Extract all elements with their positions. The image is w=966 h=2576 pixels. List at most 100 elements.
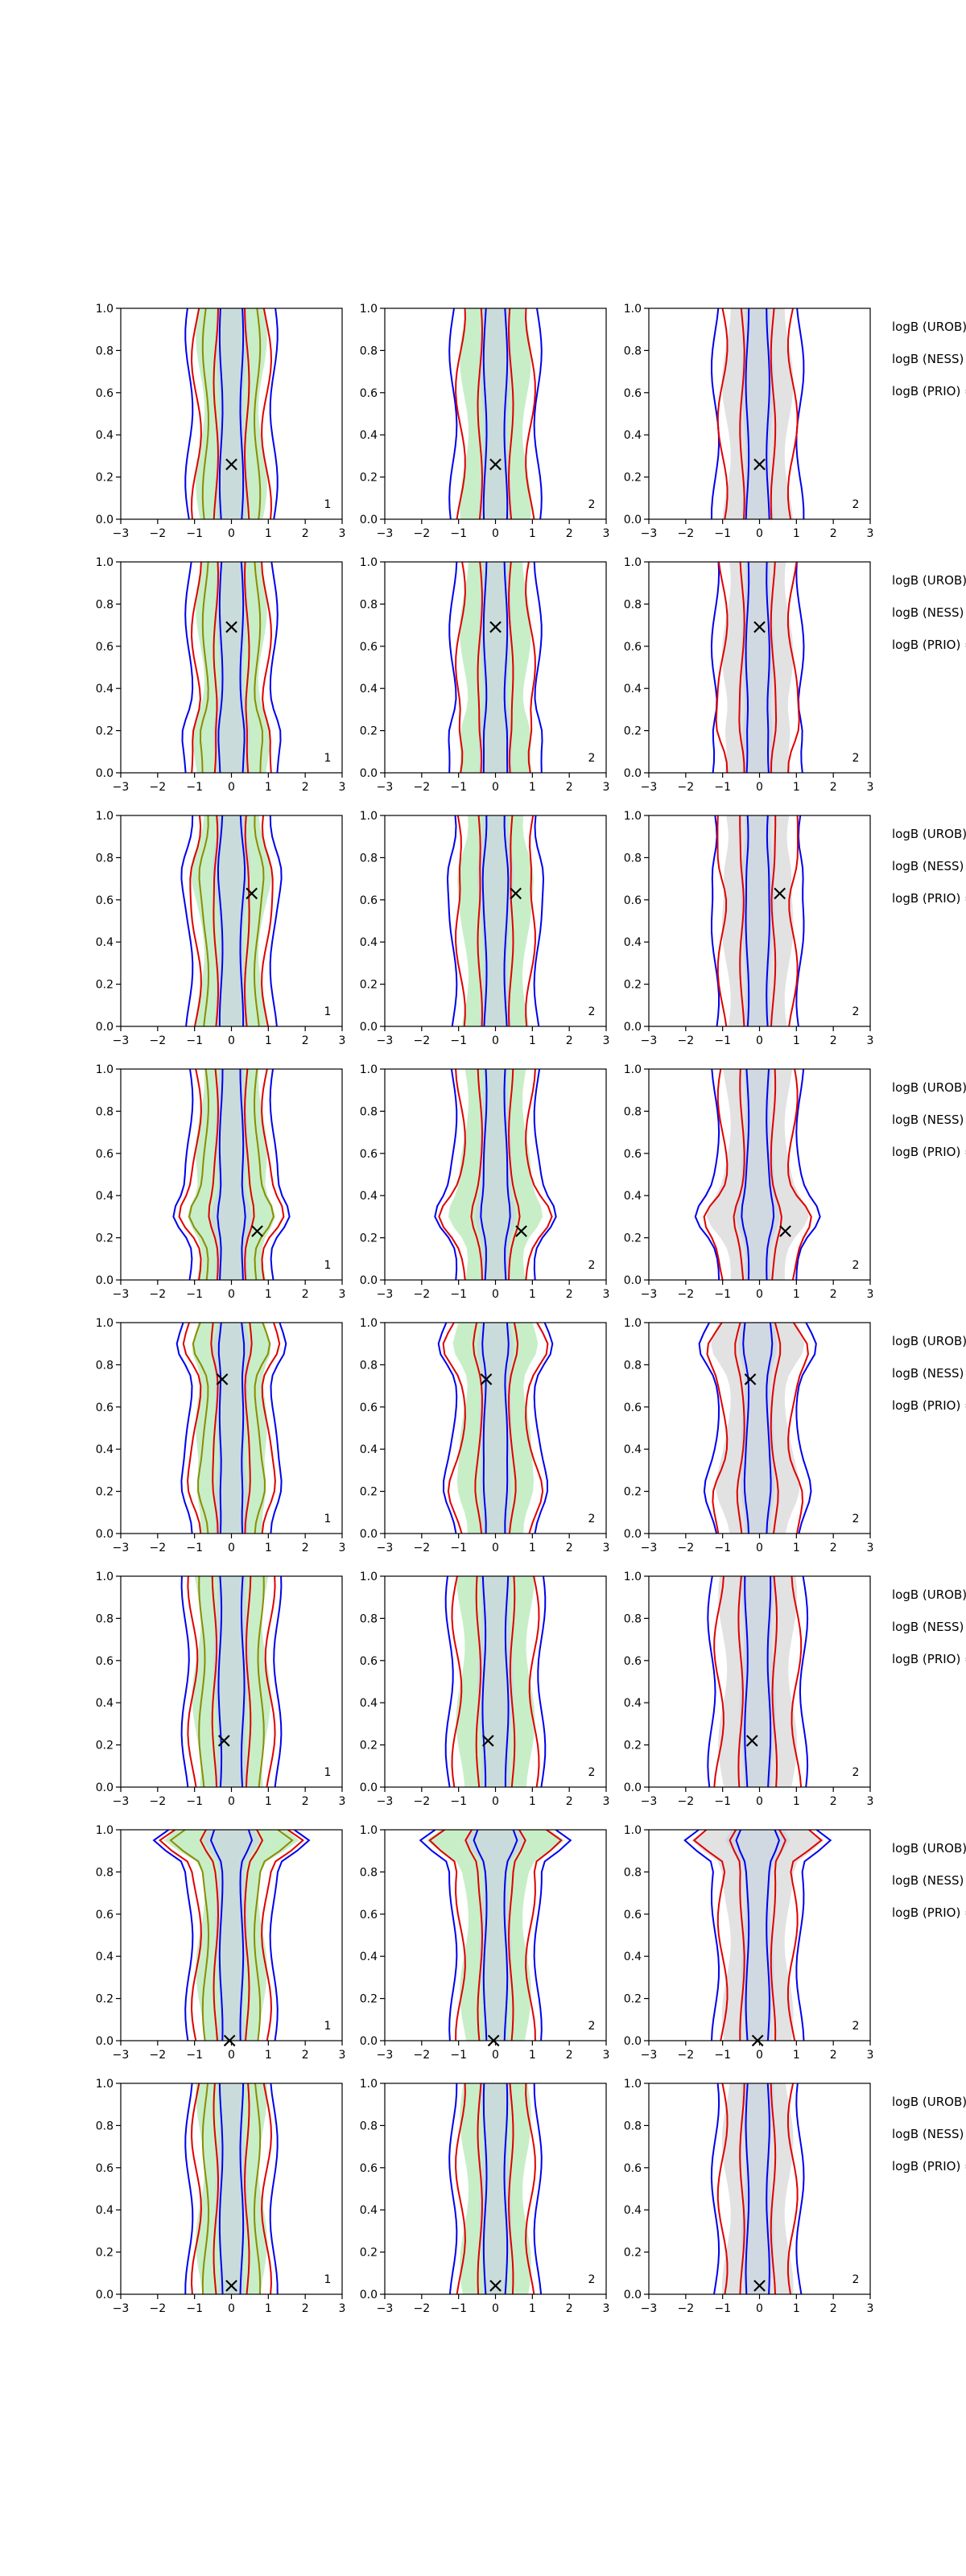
- x-tick-label: 3: [339, 527, 346, 540]
- x-tick-label: −1: [450, 2049, 467, 2062]
- y-tick-label: 0.2: [624, 979, 642, 992]
- density-core: [477, 1576, 514, 1787]
- x-tick-label: 3: [339, 1288, 346, 1301]
- y-tick-label: 0.0: [624, 514, 642, 526]
- contour-blue-outer: [437, 1323, 458, 1534]
- plot-area: [437, 1323, 554, 1534]
- x-tick-label: −2: [150, 1288, 167, 1301]
- x-tick-label: −2: [678, 1034, 695, 1047]
- y-tick-label: 0.4: [624, 1190, 642, 1203]
- y-tick-label: 1.0: [624, 810, 642, 823]
- x-tick-label: 0: [492, 781, 499, 794]
- contour-red-outer: [791, 1576, 803, 1787]
- contour-blue-inner: [503, 308, 509, 519]
- x-tick-label: −2: [678, 2302, 695, 2315]
- contour-red-inner: [737, 1576, 744, 1787]
- contour-red-outer: [692, 1830, 729, 2041]
- y-tick-label: 0.2: [360, 1993, 378, 2006]
- y-tick-label: 1.0: [96, 556, 114, 569]
- subplot-r1-c2: × −3 −2 −1 0 1 2 3 0.0 0.2 0.4 0.6 0.8 1.0 2: [360, 303, 610, 540]
- x-tick-label: 2: [830, 1034, 837, 1047]
- x-tick-label: 1: [793, 1542, 800, 1554]
- contour-red-outer: [261, 2083, 273, 2294]
- y-tick-label: 1.0: [96, 1824, 114, 1837]
- logb-annotation: logB (UROB) =: [892, 573, 966, 588]
- y-tick-label: 0.0: [96, 514, 114, 526]
- contour-red-outer: [703, 1069, 729, 1280]
- y-tick-label: 0.0: [96, 2289, 114, 2301]
- y-tick-label: 0.4: [96, 936, 114, 949]
- contour-blue-outer: [180, 1576, 190, 1787]
- contour-red-inner: [739, 308, 745, 519]
- y-tick-label: 0.0: [96, 2035, 114, 2048]
- contour-blue-outer: [698, 1323, 720, 1534]
- contour-blue-inner: [218, 308, 224, 519]
- contour-red-outer: [787, 1323, 809, 1534]
- contour-red-inner: [507, 308, 514, 519]
- x-tick-label: −2: [414, 1795, 431, 1808]
- y-tick-label: 1.0: [360, 1317, 378, 1330]
- y-tick-label: 0.6: [624, 387, 642, 400]
- contour-red-outer: [525, 1830, 563, 2041]
- y-tick-label: 0.8: [360, 1105, 378, 1118]
- y-tick-label: 1.0: [624, 1824, 642, 1837]
- density-core: [724, 1830, 791, 2041]
- y-tick-label: 0.0: [360, 1781, 378, 1794]
- contour-red-inner: [770, 308, 777, 519]
- y-tick-label: 0.4: [624, 2204, 642, 2217]
- x-tick-label: 2: [302, 1288, 309, 1301]
- y-tick-label: 0.6: [96, 894, 114, 907]
- x-tick-label: −3: [377, 781, 394, 794]
- contour-blue-inner: [480, 1069, 488, 1280]
- y-tick-label: 0.8: [96, 2120, 114, 2132]
- logb-annotation: logB (NESS) =: [892, 2127, 966, 2141]
- x-tick-label: 0: [756, 1034, 763, 1047]
- x-tick-label: 2: [302, 527, 309, 540]
- contour-olive: [198, 1576, 206, 1787]
- x-tick-label: 1: [793, 1795, 800, 1808]
- plot-area: [448, 2083, 543, 2294]
- contour-blue-inner: [239, 1069, 246, 1280]
- contour-red-outer: [528, 1576, 540, 1787]
- contour-blue-outer: [795, 308, 805, 519]
- contour-blue-inner: [482, 562, 488, 773]
- x-tick-label: −3: [641, 1542, 658, 1554]
- contour-blue-inner: [240, 1576, 246, 1787]
- x-tick-label: −2: [150, 2049, 167, 2062]
- contour-red-outer: [455, 308, 466, 519]
- corner-label: 2: [588, 1513, 596, 1525]
- density-core: [212, 1323, 251, 1534]
- contour-blue-inner: [503, 1830, 518, 2041]
- x-tick-label: 3: [867, 1288, 874, 1301]
- x-tick-label: 1: [793, 781, 800, 794]
- corner-label: 2: [852, 2020, 860, 2033]
- corner-label: 2: [852, 752, 860, 765]
- y-tick-label: 0.0: [624, 2289, 642, 2301]
- contour-red-inner: [770, 562, 778, 773]
- contour-red-outer: [525, 562, 536, 773]
- subplot-r6-c2: × −3 −2 −1 0 1 2 3 0.0 0.2 0.4 0.6 0.8 1.0 2: [360, 1571, 610, 1808]
- contour-red-inner: [243, 1069, 255, 1280]
- y-tick-label: 0.6: [624, 1402, 642, 1414]
- corner-label: 2: [852, 1766, 860, 1779]
- y-tick-label: 0.6: [360, 1655, 378, 1668]
- y-tick-label: 0.2: [360, 1232, 378, 1245]
- truth-marker: ×: [751, 452, 769, 477]
- x-tick-label: 2: [830, 781, 837, 794]
- x-tick-label: −2: [150, 1542, 167, 1554]
- contour-olive: [253, 308, 262, 519]
- x-tick-label: 3: [339, 2049, 346, 2062]
- truth-marker: ×: [771, 881, 789, 906]
- contour-blue-outer: [710, 562, 720, 773]
- x-tick-label: 2: [302, 2302, 309, 2315]
- truth-marker: ×: [741, 1368, 759, 1392]
- truth-marker: ×: [507, 881, 525, 906]
- contour-red-outer: [786, 1069, 812, 1280]
- contour-blue-outer: [694, 1069, 720, 1280]
- y-tick-label: 0.8: [624, 598, 642, 611]
- x-tick-label: −1: [714, 1288, 731, 1301]
- contour-blue-outer: [419, 1830, 458, 2041]
- x-tick-label: −1: [450, 1034, 467, 1047]
- x-tick-label: 0: [492, 2302, 499, 2315]
- subplot-r8-c1: × −3 −2 −1 0 1 2 3 0.0 0.2 0.4 0.6 0.8 1.0 1: [96, 2078, 346, 2315]
